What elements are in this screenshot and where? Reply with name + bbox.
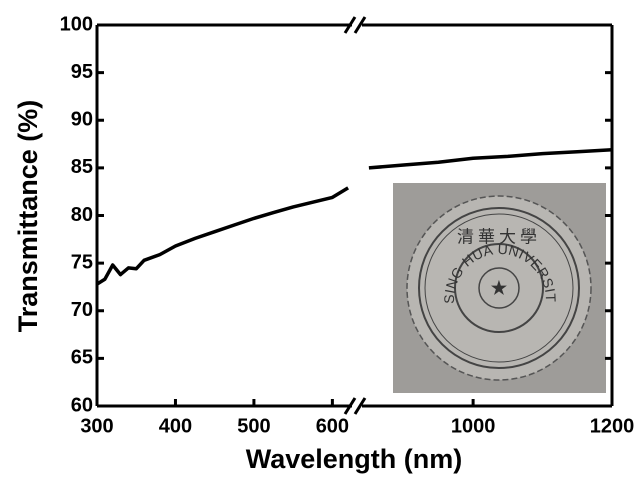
y-tick-label: 60	[71, 394, 93, 416]
x-tick-label: 1000	[451, 415, 496, 437]
x-tick-label: 500	[237, 415, 270, 437]
axis-break	[353, 16, 367, 34]
y-tick-label: 75	[71, 251, 93, 273]
y-tick-label: 65	[71, 347, 93, 369]
data-line	[96, 148, 613, 286]
x-tick-label: 1200	[590, 415, 635, 437]
inset-photo: ★ TSING HUA UNIVERSITY 清華大學	[0, 0, 606, 393]
seal-chinese: 清華大學	[457, 227, 541, 246]
y-tick-label: 95	[71, 61, 93, 83]
seal-outer	[406, 195, 592, 381]
y-tick-label: 85	[71, 156, 93, 178]
seal-ring	[454, 243, 544, 333]
axis-break	[343, 16, 357, 34]
seal-star: ★	[491, 278, 508, 298]
y-tick-label: 100	[60, 13, 93, 35]
seal-ring	[424, 213, 574, 363]
x-tick-label: 300	[80, 415, 113, 437]
y-tick-label: 80	[71, 204, 93, 226]
axis-break	[343, 397, 357, 415]
y-tick-label: 90	[71, 109, 93, 131]
y-axis-title: Transmittance (%)	[13, 100, 43, 333]
x-axis-title: Wavelength (nm)	[246, 444, 463, 474]
x-tick-label: 400	[159, 415, 192, 437]
seal-ring	[418, 207, 580, 369]
y-tick-label: 70	[71, 299, 93, 321]
axis-break	[353, 397, 367, 415]
x-tick-label: 600	[316, 415, 349, 437]
seal-ring	[478, 267, 520, 309]
